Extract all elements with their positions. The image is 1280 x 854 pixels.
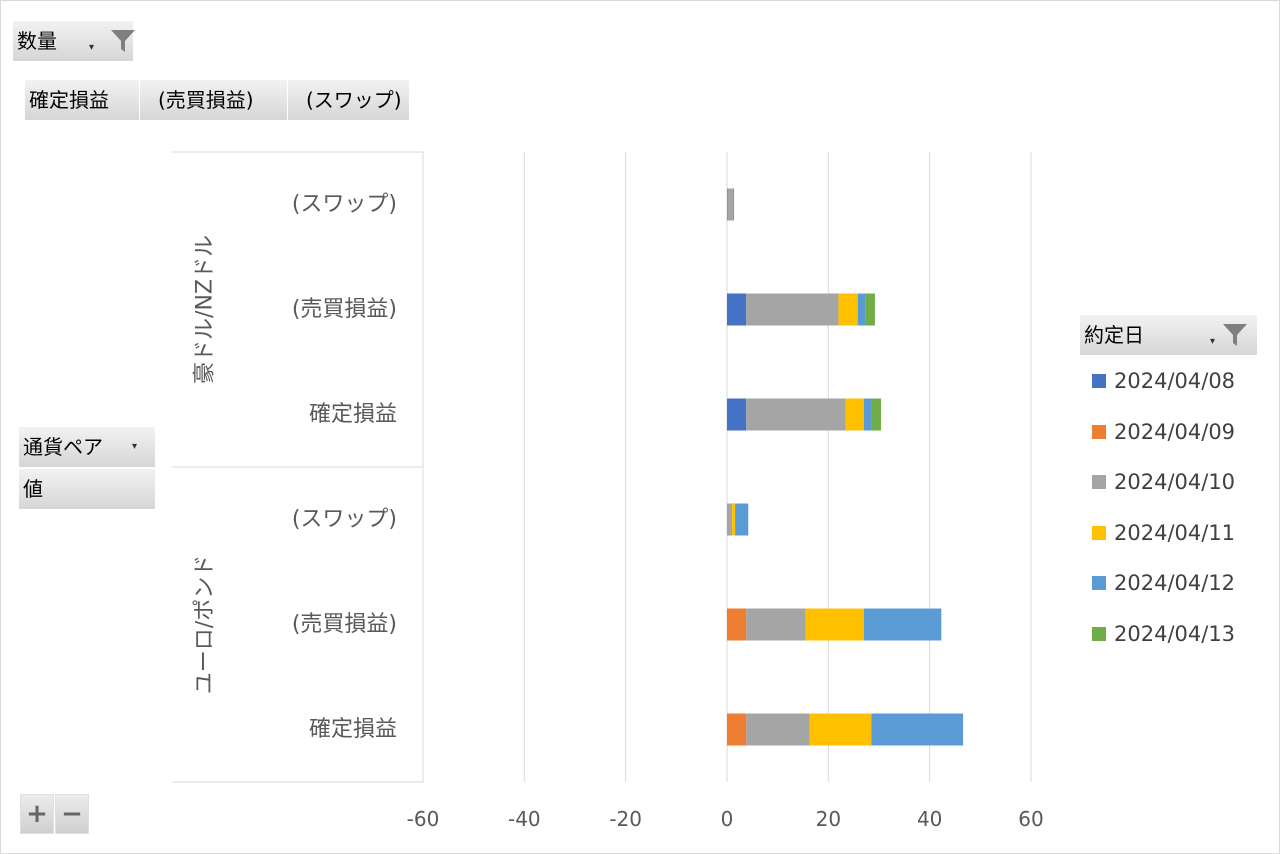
category-label: (売買損益) bbox=[292, 612, 397, 637]
x-tick-label: 40 bbox=[917, 807, 942, 831]
x-tick-label: 0 bbox=[721, 807, 734, 831]
bar-segment bbox=[871, 713, 964, 746]
bar-segment bbox=[845, 398, 864, 431]
bar-segment bbox=[728, 188, 734, 221]
x-tick-label: -40 bbox=[508, 807, 541, 831]
legend-label: 2024/04/08 bbox=[1114, 369, 1236, 393]
legend-label: 2024/04/10 bbox=[1114, 470, 1236, 494]
bar-segment bbox=[727, 188, 729, 221]
bar-segment bbox=[863, 398, 872, 431]
x-tick-label: -60 bbox=[407, 807, 440, 831]
column-field-label: (売買損益) bbox=[158, 88, 254, 112]
legend-swatch bbox=[1092, 626, 1106, 641]
values-field-button[interactable]: 値 bbox=[19, 469, 156, 509]
legend-swatch bbox=[1092, 576, 1106, 590]
x-tick-label: -20 bbox=[609, 807, 642, 831]
bar-segment bbox=[871, 398, 882, 431]
x-tick-label: 20 bbox=[816, 807, 841, 831]
bar-segment bbox=[746, 293, 839, 326]
legend-label: 2024/04/12 bbox=[1114, 571, 1236, 595]
filter-funnel-icon bbox=[1223, 324, 1247, 346]
bar-segment bbox=[727, 608, 747, 641]
category-label: (スワップ) bbox=[292, 507, 397, 532]
legend-label: 2024/04/13 bbox=[1114, 621, 1236, 646]
filter-field-label: 数量 bbox=[17, 29, 57, 53]
category-label: (売買損益) bbox=[292, 297, 397, 322]
legend-label: 2024/04/09 bbox=[1114, 419, 1236, 444]
bar-segment bbox=[865, 293, 875, 326]
column-field-label: (スワップ) bbox=[306, 88, 402, 112]
expand-button[interactable]: + bbox=[20, 794, 54, 834]
bar-segment bbox=[733, 188, 735, 221]
row-field-button[interactable]: 通貨ペア ▾ bbox=[19, 427, 156, 467]
bar-segment bbox=[735, 503, 749, 536]
category-label: (スワップ) bbox=[292, 192, 397, 217]
legend-swatch bbox=[1092, 525, 1106, 540]
x-tick-label: 60 bbox=[1018, 807, 1043, 831]
collapse-button[interactable]: − bbox=[55, 794, 89, 834]
bar-segment bbox=[746, 608, 806, 641]
dropdown-arrow-icon: ▾ bbox=[1210, 336, 1216, 347]
bar-segment bbox=[727, 293, 747, 326]
category-label: 確定損益 bbox=[309, 402, 397, 427]
column-field-label: 確定損益 bbox=[29, 88, 109, 112]
column-field-button-2[interactable]: (スワップ) bbox=[288, 80, 410, 120]
legend-swatch bbox=[1092, 475, 1106, 489]
group-label: ユーロ/ポンド bbox=[193, 555, 218, 694]
row-field-label: 通貨ペア bbox=[23, 435, 103, 459]
bar-segment bbox=[727, 713, 747, 746]
legend-label: 2024/04/11 bbox=[1114, 520, 1236, 545]
legend-swatch bbox=[1092, 374, 1106, 388]
category-label: 確定損益 bbox=[309, 717, 397, 742]
bar-segment bbox=[727, 503, 733, 536]
bar-segment bbox=[732, 503, 736, 536]
dropdown-arrow-icon: ▾ bbox=[89, 42, 95, 53]
legend-swatch bbox=[1092, 424, 1106, 439]
group-label: 豪ドル/NZドル bbox=[193, 235, 218, 384]
bar-segment bbox=[727, 398, 747, 431]
filter-field-button[interactable]: 数量 ▾ bbox=[13, 21, 135, 61]
column-field-button-1[interactable]: (売買損益) bbox=[140, 80, 288, 120]
filter-funnel-icon bbox=[111, 30, 135, 52]
bar-segment bbox=[863, 608, 942, 641]
column-field-button-0[interactable]: 確定損益 bbox=[25, 80, 140, 120]
bar-segment bbox=[746, 713, 810, 746]
values-field-label: 値 bbox=[23, 477, 43, 501]
bar-segment bbox=[805, 608, 864, 641]
legend-field-button[interactable]: 約定日 ▾ bbox=[1080, 315, 1258, 355]
legend-field-label: 約定日 bbox=[1084, 323, 1144, 347]
bar-segment bbox=[857, 293, 866, 326]
dropdown-arrow-icon: ▾ bbox=[132, 441, 138, 452]
plus-icon: + bbox=[26, 799, 48, 829]
minus-icon: − bbox=[61, 799, 83, 829]
bar-segment bbox=[809, 713, 872, 746]
bar-segment bbox=[838, 293, 858, 326]
bar-segment bbox=[746, 398, 846, 431]
